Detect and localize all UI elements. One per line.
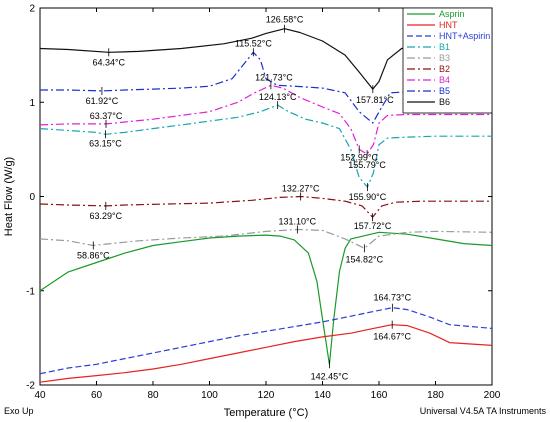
- series-line-hnt-aspirin: [39, 307, 493, 375]
- annotation-label: 124.13°C: [259, 92, 297, 102]
- annotation-label: 63.15°C: [89, 138, 122, 148]
- series-line-b3: [39, 228, 493, 249]
- annotation-label: 157.72°C: [354, 221, 392, 231]
- annotation-label: 121.73°C: [255, 72, 293, 82]
- series-line-b5: [40, 51, 493, 124]
- series-layer: [39, 28, 493, 383]
- annotation-label: 157.81°C: [356, 95, 394, 105]
- legend-label: HNT: [439, 20, 458, 30]
- annotation-label: 164.73°C: [374, 293, 412, 303]
- legend-label: B4: [439, 75, 450, 85]
- legend-label: B3: [439, 53, 450, 63]
- plot-frame-layer: 40 60 80 100 120 140 160 180 200 -2 -1 0 1 2: [26, 4, 501, 402]
- x-tick-label: 200: [484, 390, 501, 401]
- y-tick-label: 2: [29, 4, 35, 15]
- annotation-label: 164.67°C: [373, 332, 411, 342]
- annotation-label: 63.37°C: [90, 111, 123, 121]
- annotation-label: 61.92°C: [86, 96, 119, 106]
- series-line-asprin: [39, 231, 493, 365]
- annotation-layer: 126.58°C 115.52°C 64.34°C 61.92°C 157.81°C 12…: [77, 15, 412, 382]
- legend-label: B1: [439, 42, 450, 52]
- footer-instrument: Universal V4.5A TA Instruments: [420, 406, 547, 416]
- x-tick-label: 80: [147, 390, 159, 401]
- annotation-label: 131.10°C: [279, 216, 317, 226]
- legend-label: B6: [439, 97, 450, 107]
- x-tick-label: 40: [34, 390, 46, 401]
- footer-exo-up: Exo Up: [4, 406, 34, 416]
- y-tick-label: -2: [26, 381, 35, 392]
- y-axis-title: Heat Flow (W/g): [3, 157, 15, 236]
- y-tick-label: 0: [29, 192, 35, 203]
- x-tick-label: 160: [371, 390, 388, 401]
- annotation-label: 63.29°C: [89, 211, 122, 221]
- annotation-label: 152.99°C: [340, 152, 378, 162]
- series-line-b6: [39, 28, 493, 90]
- y-tick-label: -1: [26, 286, 35, 297]
- annotation-label: 126.58°C: [266, 15, 304, 25]
- annotation-label: 155.79°C: [348, 160, 386, 170]
- annotation-label: 115.52°C: [235, 38, 272, 48]
- x-tick-label: 100: [201, 390, 218, 401]
- annotation-label: 142.45°C: [311, 371, 349, 381]
- legend-label: B5: [439, 86, 450, 96]
- x-tick-label: 140: [314, 390, 331, 401]
- x-tick-label: 60: [91, 390, 103, 401]
- x-tick-label: 120: [258, 390, 275, 401]
- x-tick-label: 180: [427, 390, 444, 401]
- series-line-b4: [39, 84, 492, 155]
- legend-label: Asprin: [439, 9, 465, 19]
- annotation-label: 154.82°C: [346, 254, 384, 264]
- y-tick-label: 1: [29, 98, 35, 109]
- legend-label: HNT+Aspirin: [439, 31, 490, 41]
- annotation-label: 132.27°C: [282, 184, 320, 194]
- x-axis-title: Temperature (°C): [224, 407, 308, 419]
- annotation-label: 58.86°C: [77, 251, 110, 261]
- series-line-hnt: [39, 324, 493, 383]
- legend-label: B2: [439, 64, 450, 74]
- series-line-b1: [39, 104, 492, 188]
- annotation-label: 64.34°C: [92, 57, 125, 67]
- annotation-label: 155.90°C: [349, 192, 387, 202]
